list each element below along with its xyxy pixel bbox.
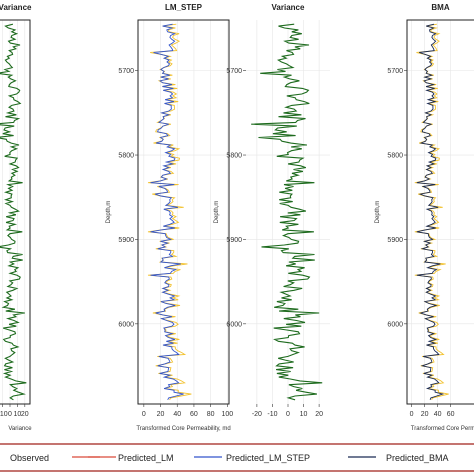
plot-frame (137, 19, 230, 405)
panel-title: Variance (272, 3, 305, 12)
x-tick-label: 0 (8, 411, 12, 418)
x-axis-label: Transformed Core Permeability, md (136, 426, 230, 432)
x-tick-label: 20 (421, 411, 429, 418)
legend: Observed Predicted_LM Predicted_LM_STEP Pre… (0, 443, 474, 472)
panel-3: Variance -20 -10 0 10 20 5700 5800 5900 6000 Depth… (214, 3, 330, 418)
series-line-predicted (150, 23, 184, 401)
x-tick-label: -10 (267, 411, 277, 418)
x-tick-label: 20 (315, 411, 323, 418)
x-tick-label: 0 (410, 411, 414, 418)
y-tick-label: 5700 (118, 68, 134, 75)
legend-label: Predicted_LM (118, 453, 174, 463)
plot-frame (406, 19, 474, 405)
x-tick-label: 80 (207, 411, 215, 418)
x-tick-label: 60 (447, 411, 455, 418)
panel-title: BMA (431, 3, 449, 12)
x-tick-label: 0 (286, 411, 290, 418)
x-axis-label: Variance (8, 426, 32, 432)
x-tick-label: 10 (14, 411, 22, 418)
legend-label: Predicted_LM_STEP (226, 453, 310, 463)
panel-2: LM_STEP 0 20 40 60 80 100 5700 5800 5900 6000 Depth… (106, 3, 233, 432)
series-line-variance (251, 23, 323, 401)
y-tick-label: 6000 (118, 321, 134, 328)
panel-4: BMA 0 20 40 60 5700 5800 5900 6000 Depth,m Transfo… (375, 3, 474, 432)
x-tick-label: 0 (142, 411, 146, 418)
y-tick-label: 6000 (226, 321, 242, 328)
y-tick-label: 6000 (387, 321, 403, 328)
panels: Variance-20-1001020VarianceLM_STEP020406… (0, 3, 474, 432)
x-tick-label: 100 (221, 411, 233, 418)
x-tick-label: -10 (0, 411, 8, 418)
panel-title: LM_STEP (165, 3, 203, 12)
panel-title: Variance (0, 3, 32, 12)
y-tick-label: 5900 (118, 237, 134, 244)
x-tick-label: 40 (173, 411, 181, 418)
y-tick-label: 5900 (387, 237, 403, 244)
y-tick-label: 5700 (387, 68, 403, 75)
series-line-predicted (416, 23, 445, 400)
y-axis-label: Depth,m (375, 201, 381, 224)
y-tick-label: 5900 (226, 237, 242, 244)
x-tick-label: 40 (434, 411, 442, 418)
x-tick-label: -20 (252, 411, 262, 418)
y-axis-label: Depth,m (106, 201, 112, 224)
y-axis-label: Depth,m (214, 201, 220, 224)
x-tick-label: 60 (190, 411, 198, 418)
y-tick-label: 5800 (118, 153, 134, 160)
x-tick-label: 20 (21, 411, 29, 418)
y-tick-label: 5800 (226, 153, 242, 160)
x-axis-label: Transformed Core Perm (411, 426, 474, 432)
legend-label: Observed (10, 453, 49, 463)
x-tick-label: 20 (157, 411, 165, 418)
series-line-variance (0, 23, 27, 401)
legend-label: Predicted_BMA (386, 453, 449, 463)
y-tick-label: 5700 (226, 68, 242, 75)
y-tick-label: 5800 (387, 153, 403, 160)
x-tick-label: 10 (300, 411, 308, 418)
